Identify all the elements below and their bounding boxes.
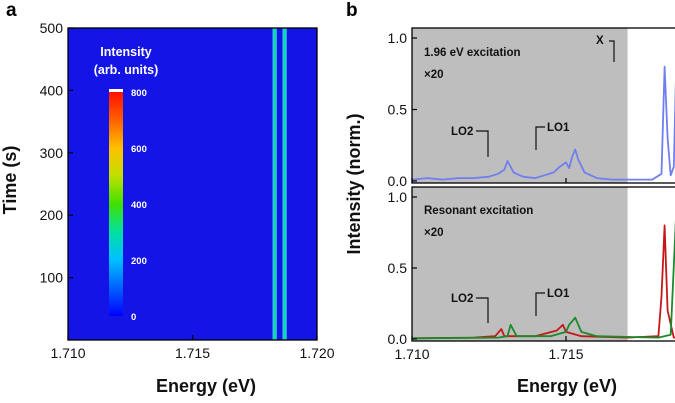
panel-a-label: a xyxy=(6,0,17,21)
heatmap-ytick-label-1: 200 xyxy=(40,207,64,223)
emission-line-0 xyxy=(273,28,276,340)
spectra-frame-1 xyxy=(411,186,675,342)
colorbar-tick-label-3: 200 xyxy=(131,256,147,267)
spectra-frame-0 xyxy=(411,27,675,184)
annotation-x-bracket xyxy=(609,40,615,62)
heatmap-xlabel: Energy (eV) xyxy=(156,376,256,396)
annotation-lo1-top: LO1 xyxy=(547,122,570,134)
annotation-x: X xyxy=(596,35,604,47)
colorbar-tick-label-2: 400 xyxy=(131,200,147,211)
spectrum-line-0-0 xyxy=(411,65,675,181)
colorbar-tick-label-4: 0 xyxy=(131,312,136,323)
colorbar-top-cap xyxy=(109,89,123,92)
colorbar: Intensity (arb. units) 800 600 400 200 0 xyxy=(94,45,159,323)
annotation-lo2-bottom-bracket xyxy=(476,297,489,323)
colorbar-tick-label-1: 600 xyxy=(131,144,147,155)
spectrum-line-1-1 xyxy=(411,219,675,340)
heatmap-ticks: 1.710 1.715 1.720 100 200 300 400 500 xyxy=(40,20,335,361)
shaded-region-0 xyxy=(412,28,628,183)
colorbar-title-line2: (arb. units) xyxy=(94,63,159,77)
heatmap-ylabel: Time (s) xyxy=(0,146,20,215)
colorbar-title-line1: Intensity xyxy=(100,45,151,59)
spectra-ytick-label-0-2: 1.0 xyxy=(388,30,408,46)
heatmap-ytick-label-0: 100 xyxy=(40,270,64,286)
annotation-lo2-bottom: LO2 xyxy=(451,293,473,305)
heatmap-emission-lines xyxy=(272,28,287,340)
bottom-scale-note: ×20 xyxy=(424,227,444,239)
heatmap-ytick-label-4: 500 xyxy=(40,20,64,36)
spectra-frames xyxy=(411,27,675,342)
spectra-series xyxy=(411,65,675,340)
colorbar-tick-label-0: 800 xyxy=(131,88,147,99)
spectra-ytick-label-1-1: 0.5 xyxy=(388,260,408,276)
annotation-lo2-top: LO2 xyxy=(451,126,473,138)
colorbar-ticks: 800 600 400 200 0 xyxy=(131,88,147,323)
bottom-subplot-title: Resonant excitation xyxy=(424,205,533,217)
heatmap-ytick-label-3: 400 xyxy=(40,82,64,98)
heatmap-xtick-label-0: 1.710 xyxy=(50,345,85,361)
spectra-xtick-label-0: 1.710 xyxy=(394,346,429,362)
heatmap-xtick-label-2: 1.720 xyxy=(299,345,334,361)
annotation-lo1-bottom: LO1 xyxy=(547,288,570,300)
spectra-ytick-label-1-0: 0.0 xyxy=(388,331,408,347)
heatmap-ytick-label-2: 300 xyxy=(40,145,64,161)
annotation-lo1-bottom-bracket xyxy=(535,292,545,316)
annotation-lo2-top-bracket xyxy=(476,130,489,157)
spectra-ytick-label-0-0: 0.0 xyxy=(388,173,408,189)
spectra-ytick-label-0-1: 0.5 xyxy=(388,102,408,118)
spectra-xlabel: Energy (eV) xyxy=(517,376,617,396)
annotation-lo1-top-bracket xyxy=(535,126,545,150)
heatmap-panel: 1.710 1.715 1.720 100 200 300 400 500 Intensity… xyxy=(0,20,335,396)
colorbar-bar xyxy=(109,92,123,316)
emission-line-1 xyxy=(283,28,286,340)
spectra-ytick-label-1-2: 1.0 xyxy=(388,189,408,205)
shaded-region xyxy=(412,28,628,341)
spectra-xtick-label-1: 1.715 xyxy=(548,346,583,362)
top-subplot-title: 1.96 eV excitation xyxy=(424,47,521,59)
shaded-region-1 xyxy=(412,187,628,341)
heatmap-xtick-label-1: 1.715 xyxy=(175,345,210,361)
top-scale-note: ×20 xyxy=(424,69,444,81)
spectra-ylabel: Intensity (norm.) xyxy=(344,113,364,254)
panel-b-label: b xyxy=(346,0,358,21)
